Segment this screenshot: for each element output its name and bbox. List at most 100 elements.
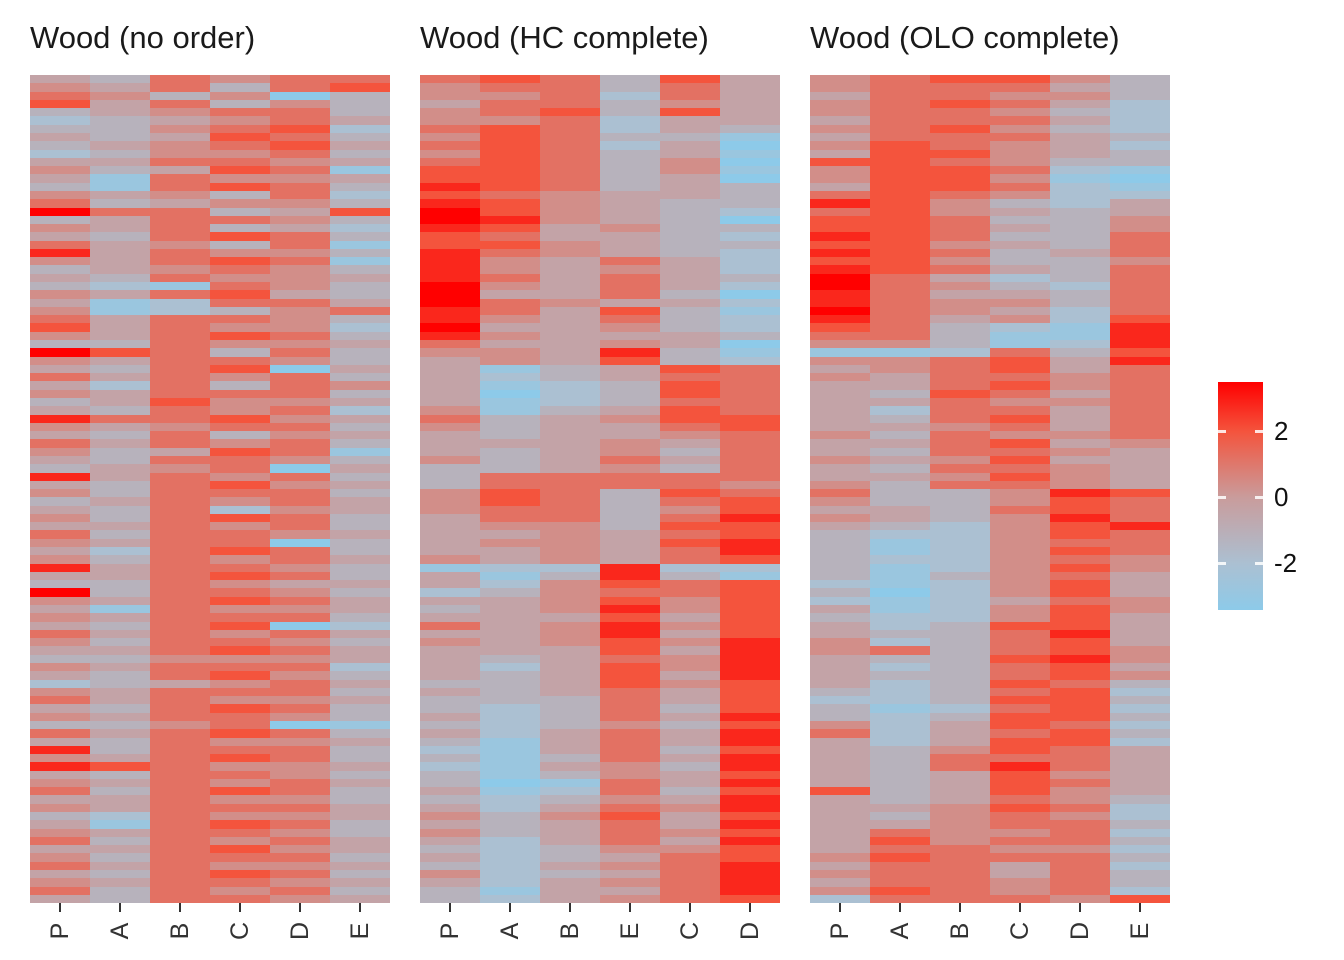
- heatmap-cell: [150, 828, 210, 837]
- heatmap-cell: [1110, 828, 1170, 837]
- heatmap-cell: [930, 265, 990, 274]
- heatmap-cell: [660, 671, 720, 680]
- heatmap-cell: [1110, 737, 1170, 746]
- heatmap-cell: [270, 638, 330, 647]
- heatmap-row: [810, 505, 1170, 514]
- heatmap-cell: [930, 812, 990, 821]
- heatmap-row: [420, 290, 780, 299]
- heatmap-cell: [990, 870, 1050, 879]
- heatmap-cell: [210, 207, 270, 216]
- heatmap-cell: [870, 414, 930, 423]
- heatmap-row: [420, 91, 780, 100]
- heatmap-cell: [210, 232, 270, 241]
- heatmap-cell: [660, 315, 720, 324]
- heatmap-cell: [270, 290, 330, 299]
- heatmap-cell: [720, 638, 780, 647]
- x-axis-label: B: [555, 922, 584, 940]
- heatmap-cell: [810, 770, 870, 779]
- heatmap-row: [810, 248, 1170, 258]
- heatmap-row: [420, 397, 780, 407]
- heatmap-cell: [90, 356, 150, 365]
- heatmap-row: [810, 778, 1170, 788]
- heatmap-cell: [870, 712, 930, 721]
- heatmap-cell: [540, 232, 600, 241]
- heatmap-row: [810, 166, 1170, 175]
- heatmap-cell: [90, 116, 150, 125]
- heatmap-cell: [870, 431, 930, 440]
- heatmap-cell: [30, 497, 90, 506]
- heatmap-cell: [270, 745, 330, 755]
- heatmap-cell: [90, 282, 150, 291]
- heatmap-cell: [30, 754, 90, 763]
- heatmap-cell: [930, 215, 990, 225]
- x-axis-label: P: [435, 922, 464, 940]
- heatmap-cell: [660, 157, 720, 167]
- heatmap-cell: [720, 795, 780, 804]
- heatmap-cell: [30, 853, 90, 862]
- heatmap-cell: [660, 886, 720, 895]
- heatmap-row: [420, 141, 780, 150]
- heatmap-cell: [720, 812, 780, 821]
- heatmap-cell: [420, 704, 480, 713]
- heatmap-row: [420, 870, 780, 879]
- heatmap-cell: [870, 480, 930, 490]
- heatmap-row: [30, 894, 390, 904]
- heatmap-cell: [1050, 795, 1110, 804]
- heatmap-row: [30, 124, 390, 133]
- heatmap-row: [420, 662, 780, 672]
- heatmap-cell: [540, 596, 600, 605]
- heatmap-cell: [930, 671, 990, 680]
- heatmap-cell: [660, 679, 720, 688]
- heatmap-cell: [720, 364, 780, 374]
- heatmap-cell: [660, 770, 720, 779]
- heatmap-cell: [30, 132, 90, 142]
- heatmap-cell: [90, 257, 150, 266]
- heatmap-cell: [600, 696, 660, 705]
- heatmap-cell: [210, 654, 270, 663]
- heatmap-cell: [1050, 83, 1110, 92]
- heatmap-cell: [150, 91, 210, 100]
- heatmap-cell: [1050, 629, 1110, 639]
- heatmap-cell: [1110, 298, 1170, 307]
- heatmap-cell: [480, 224, 540, 233]
- heatmap-cell: [420, 273, 480, 283]
- heatmap-cell: [480, 820, 540, 829]
- heatmap-cell: [330, 265, 390, 274]
- heatmap-cell: [930, 828, 990, 837]
- heatmap-row: [30, 613, 390, 622]
- heatmap-row: [810, 431, 1170, 440]
- heatmap-cell: [930, 141, 990, 150]
- heatmap-cell: [990, 803, 1050, 813]
- heatmap-cell: [330, 522, 390, 531]
- heatmap-cell: [330, 754, 390, 763]
- heatmap-cell: [810, 547, 870, 556]
- heatmap-cell: [870, 240, 930, 249]
- heatmap-cell: [150, 414, 210, 423]
- heatmap-cell: [420, 687, 480, 697]
- heatmap-cell: [270, 472, 330, 481]
- heatmap-cell: [810, 696, 870, 705]
- heatmap-row: [30, 563, 390, 572]
- heatmap-row: [810, 654, 1170, 663]
- heatmap-cell: [270, 215, 330, 225]
- heatmap-cell: [150, 787, 210, 796]
- heatmap-cell: [1110, 224, 1170, 233]
- heatmap-row: [420, 389, 780, 398]
- heatmap-cell: [30, 116, 90, 125]
- heatmap-cell: [990, 455, 1050, 465]
- heatmap-cell: [30, 199, 90, 208]
- heatmap-cell: [600, 480, 660, 490]
- heatmap-cell: [480, 240, 540, 249]
- heatmap-cell: [270, 174, 330, 183]
- heatmap-cell: [330, 166, 390, 175]
- heatmap-cell: [480, 704, 540, 713]
- heatmap-cell: [210, 662, 270, 672]
- heatmap-cell: [930, 149, 990, 158]
- heatmap-row: [810, 290, 1170, 299]
- heatmap-row: [420, 729, 780, 738]
- heatmap-row: [420, 629, 780, 639]
- heatmap-cell: [990, 836, 1050, 846]
- heatmap-cell: [540, 340, 600, 349]
- heatmap-row: [420, 894, 780, 904]
- heatmap-cell: [660, 687, 720, 697]
